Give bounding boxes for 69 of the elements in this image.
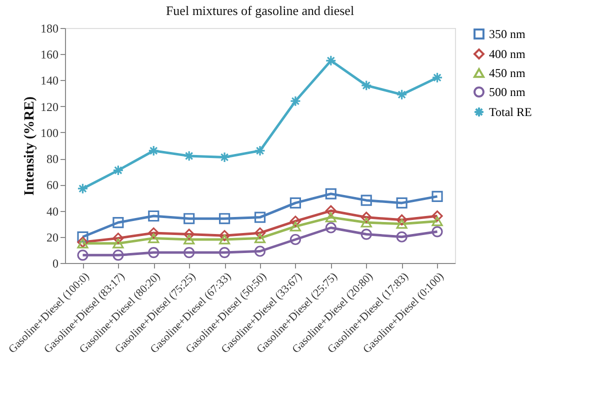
point [77,231,88,242]
point [360,212,372,223]
chart-title: Fuel mixtures of gasoline and diesel [166,3,354,18]
point [396,218,408,229]
point [396,89,408,100]
point [184,247,195,258]
point [219,152,230,163]
y-tick-label: 140 [40,74,58,88]
point [254,246,266,257]
y-tick-label: 100 [40,126,58,140]
point [290,216,301,227]
point [432,216,443,226]
point [396,231,408,242]
point [325,188,336,200]
point [432,226,443,238]
point [77,250,88,261]
point [184,213,195,224]
legend-label: 450 nm [489,66,526,80]
point [148,210,160,222]
point [219,230,230,242]
point [396,214,408,226]
point [396,197,408,208]
point [112,250,124,261]
point [360,194,372,206]
point [77,183,88,194]
legend-label: 400 nm [489,47,526,61]
y-tick-label: 180 [40,22,58,36]
point [254,212,266,223]
point [325,205,336,216]
point [112,238,124,248]
point [219,213,230,224]
point [148,247,160,258]
point [360,80,372,91]
y-tick-label: 0 [52,256,58,270]
point [254,227,266,239]
point [148,233,160,244]
y-tick-label: 120 [40,100,58,114]
point [325,55,336,66]
point [184,234,195,244]
point [360,218,372,228]
point [290,197,301,208]
point [148,145,160,156]
point [148,227,160,239]
point [112,216,124,228]
point [290,222,301,232]
point [254,145,266,156]
point [184,228,195,240]
y-tick-label: 160 [40,48,58,62]
y-tick-label: 60 [46,178,58,192]
point [112,164,124,176]
point [290,96,301,107]
y-axis-title: Intensity (%RE) [22,96,38,196]
point [325,222,336,234]
y-tick-label: 20 [46,230,58,244]
point [290,234,301,246]
y-tick-label: 40 [46,204,58,218]
y-tick-label: 80 [46,152,58,166]
legend-label: 500 nm [489,85,526,99]
point [219,234,230,244]
point [360,228,372,240]
point [432,210,443,222]
point [432,72,443,84]
point [432,190,443,202]
legend-label: 350 nm [489,27,526,41]
point [325,212,336,222]
point [219,247,230,258]
legend-label: Total RE [489,105,532,119]
point [112,232,124,244]
point [254,233,266,244]
